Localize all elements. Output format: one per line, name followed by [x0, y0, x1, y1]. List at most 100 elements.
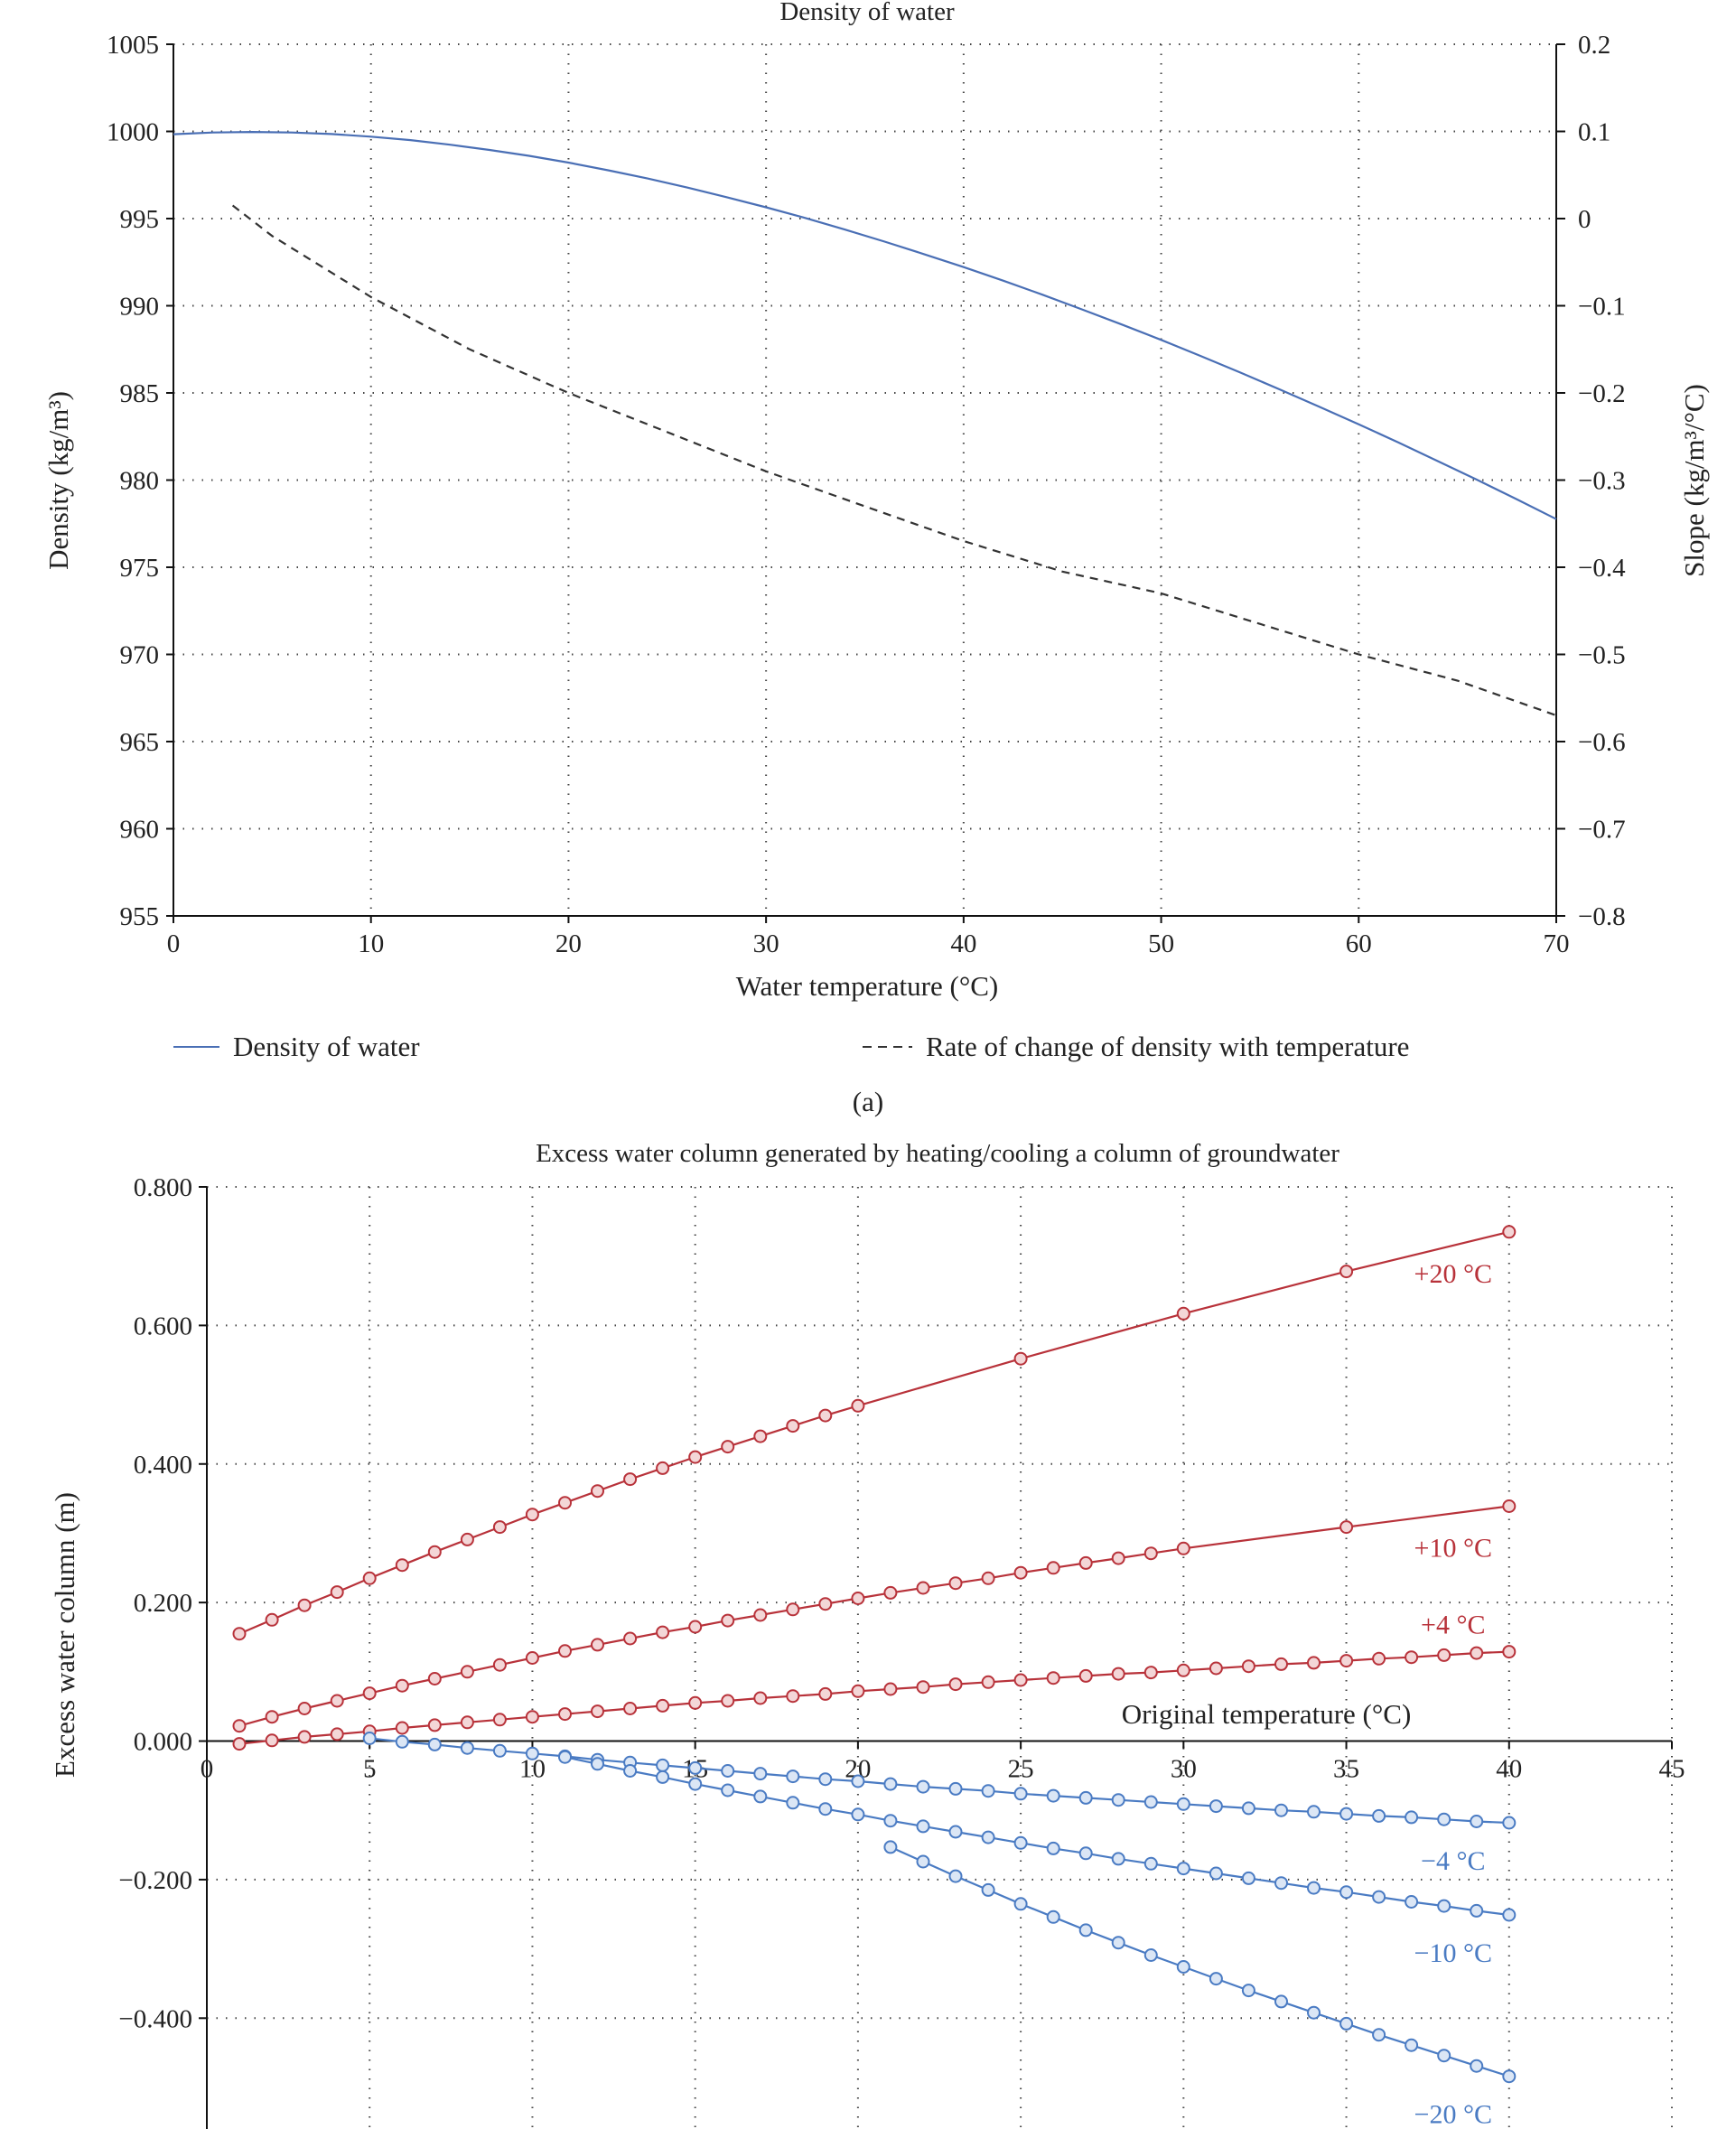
series-point — [1241, 1871, 1255, 1885]
chart-a-y-tick-label: 960 — [120, 816, 160, 845]
legend-label-rate: Rate of change of density with temperatu… — [926, 1031, 1409, 1062]
chart-a-y-tick-label: 975 — [120, 554, 160, 583]
series-point — [786, 1769, 800, 1784]
series-point — [1437, 1648, 1451, 1662]
series-point — [688, 1450, 703, 1464]
chart-a-series — [173, 130, 1557, 717]
series-label: +10 °C — [1414, 1534, 1492, 1564]
series-point — [1437, 1812, 1451, 1826]
series-point — [492, 1520, 507, 1535]
series-point — [1372, 1808, 1386, 1823]
series-point — [1437, 2049, 1451, 2063]
series-label: +20 °C — [1414, 1259, 1492, 1289]
series-point — [656, 1758, 670, 1772]
chart-b-series — [232, 1225, 1517, 2084]
chart-b-series-labels: +20 °C +10 °C +4 °C −4 °C −10 °C −20 °C — [1414, 1259, 1492, 2129]
series-point — [1111, 1852, 1125, 1866]
series-point — [656, 1625, 670, 1639]
series-point — [1470, 2059, 1484, 2073]
chart-b-x-tick-label: 5 — [363, 1755, 377, 1784]
series-point — [786, 1689, 800, 1704]
series-point — [1274, 1657, 1288, 1671]
series-point — [1176, 1862, 1190, 1876]
series-point — [1176, 1541, 1190, 1555]
legend-label-density: Density of water — [233, 1031, 420, 1062]
chart-a-y-tick-label: 965 — [120, 728, 160, 757]
series-point — [1405, 1650, 1419, 1665]
chart-a-y2-tick-label: −0.6 — [1578, 728, 1626, 757]
series-point — [427, 1545, 442, 1559]
series-point — [1143, 1795, 1158, 1809]
series-point — [265, 1710, 279, 1724]
chart-a-x-tick-label: 70 — [1544, 929, 1570, 958]
series-point — [362, 1732, 377, 1745]
series-point — [1176, 1306, 1190, 1321]
series-point — [1078, 1668, 1093, 1683]
series-point — [297, 1702, 312, 1715]
chart-a-x-tick-label: 0 — [167, 929, 181, 958]
series-point — [1078, 1923, 1093, 1938]
series-point — [1111, 1551, 1125, 1565]
chart-b-x-tick-label: 25 — [1008, 1755, 1034, 1784]
series-point — [265, 1612, 279, 1627]
density-chart: Density of water 0 10 20 30 40 50 60 70 9559609… — [42, 0, 1710, 1117]
series-point — [1013, 1565, 1028, 1580]
series-point — [1274, 1803, 1288, 1817]
chart-a-x-ticks: 0 10 20 30 40 50 60 70 — [167, 916, 1570, 958]
series-point — [1372, 1890, 1386, 1904]
series-point — [851, 1807, 865, 1822]
series-point — [232, 1737, 247, 1751]
series-point — [623, 1472, 638, 1487]
series-point — [981, 1784, 995, 1798]
series-point — [558, 1750, 572, 1764]
chart-a-y2-tick-label: 0 — [1578, 205, 1591, 234]
series-point — [362, 1686, 377, 1701]
series-point — [1046, 1671, 1060, 1685]
series-point — [558, 1644, 572, 1658]
series-point — [623, 1764, 638, 1778]
series-point — [1405, 2038, 1419, 2052]
series-point — [460, 1665, 474, 1679]
series-point — [981, 1571, 995, 1585]
series-point — [1046, 1910, 1060, 1924]
chart-b-x-tick-label: 30 — [1171, 1755, 1197, 1784]
series-point — [1176, 1797, 1190, 1811]
chart-a-y2-tick-label: −0.5 — [1578, 641, 1626, 670]
chart-a-y2-tick-label: −0.4 — [1578, 554, 1626, 583]
series-point — [1209, 1972, 1223, 1986]
series-point — [981, 1675, 995, 1689]
series-point — [1046, 1841, 1060, 1855]
series-point — [851, 1684, 865, 1698]
series-point — [1143, 1856, 1158, 1871]
series-point — [656, 1461, 670, 1475]
series-point — [656, 1769, 670, 1784]
chart-b-y-axis-label: Excess water column (m) — [49, 1492, 80, 1778]
series-point — [753, 1767, 768, 1781]
chart-a-y-ticks: 955 960 965 970 975 980 985 990 995 1000 1005 — [107, 31, 173, 931]
chart-b-y-tick-label: 0.600 — [134, 1312, 192, 1340]
series-label: −20 °C — [1414, 2100, 1492, 2129]
chart-a-y-tick-label: 1005 — [107, 31, 159, 60]
series-point — [1502, 2069, 1517, 2084]
series-point — [883, 1777, 898, 1791]
series-label: −10 °C — [1414, 1938, 1492, 1968]
series-line — [238, 1505, 1509, 1727]
series-point — [232, 1627, 247, 1641]
series-point — [1078, 1555, 1093, 1570]
series-point — [721, 1694, 735, 1708]
series-point — [688, 1620, 703, 1634]
series-point — [883, 1814, 898, 1828]
chart-a-y2-tick-label: −0.3 — [1578, 467, 1626, 496]
series-point — [753, 1691, 768, 1705]
chart-b-y-tick-label: −0.200 — [118, 1866, 192, 1895]
chart-a-y2-tick-label: 0.2 — [1578, 31, 1610, 60]
chart-a-axes — [173, 44, 1557, 917]
series-point — [883, 1585, 898, 1600]
series-point — [1013, 1835, 1028, 1850]
series-point — [232, 1719, 247, 1733]
chart-a-x-axis-label: Water temperature (°C) — [736, 970, 998, 1002]
series-point — [753, 1789, 768, 1804]
series-point — [1307, 1805, 1321, 1819]
density-series-line — [173, 130, 1557, 520]
series-point — [362, 1571, 377, 1585]
